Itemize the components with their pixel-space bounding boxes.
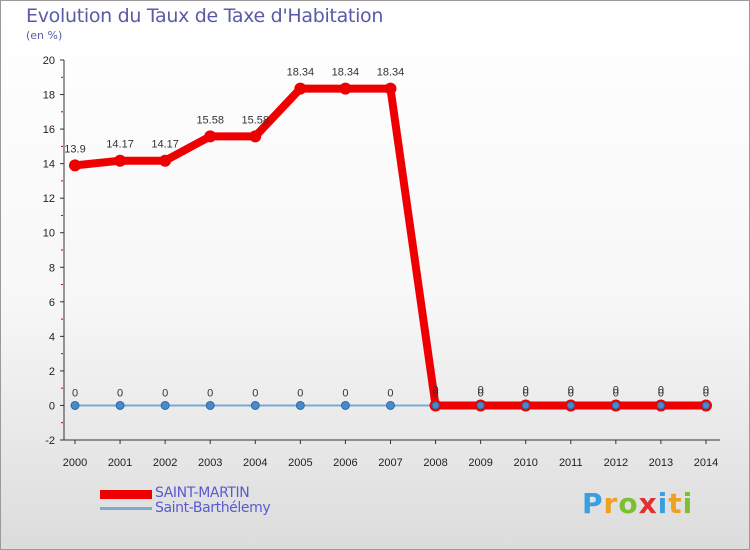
data-label-saint-martin: 0 (568, 384, 574, 396)
data-label-saint-barthelemy: 0 (703, 387, 709, 399)
point-saint-barthelemy (340, 400, 350, 410)
point-saint-barthelemy-overlap (476, 401, 485, 410)
point-saint-martin (384, 82, 397, 95)
point-saint-barthelemy-overlap (656, 401, 665, 410)
data-label-saint-barthelemy: 0 (117, 387, 123, 399)
x-tick-label: 2009 (468, 457, 492, 469)
x-tick-label: 2002 (153, 457, 177, 469)
y-tick-label: 6 (49, 297, 55, 309)
data-label-saint-barthelemy: 0 (523, 387, 529, 399)
proxiti-logo: Proxiti (582, 487, 693, 520)
data-label-saint-barthelemy: 0 (297, 387, 303, 399)
point-saint-barthelemy (115, 400, 125, 410)
y-tick-label: 12 (43, 193, 55, 205)
data-label-saint-martin: 14.17 (106, 139, 134, 151)
point-saint-martin (159, 154, 172, 167)
y-tick-label: 14 (43, 159, 55, 171)
legend-swatch-saint-martin (100, 490, 152, 499)
point-saint-barthelemy (250, 400, 260, 410)
x-tick-label: 2006 (333, 457, 357, 469)
data-label-saint-martin: 15.58 (242, 114, 270, 126)
point-saint-barthelemy (70, 400, 80, 410)
data-label-saint-martin: 0 (523, 384, 529, 396)
data-label-saint-martin: 0 (658, 384, 664, 396)
point-saint-martin (339, 82, 352, 95)
logo-letter: t (668, 487, 683, 520)
data-label-saint-barthelemy: 0 (162, 387, 168, 399)
x-tick-label: 2001 (108, 457, 132, 469)
point-saint-martin (204, 130, 217, 143)
point-saint-barthelemy (295, 400, 305, 410)
data-label-saint-martin: 18.34 (332, 67, 360, 79)
data-label-saint-martin: 0 (432, 384, 438, 396)
y-tick-label: 0 (49, 400, 55, 412)
y-tick-label: 4 (49, 331, 55, 343)
y-tick-label: 18 (43, 90, 55, 102)
data-label-saint-martin: 15.58 (196, 114, 224, 126)
point-saint-martin (114, 154, 127, 167)
point-saint-martin (249, 130, 262, 143)
data-label-saint-barthelemy: 0 (72, 387, 78, 399)
data-label-saint-martin: 13.9 (64, 143, 85, 155)
data-label-saint-barthelemy: 0 (568, 387, 574, 399)
data-label-saint-barthelemy: 0 (478, 387, 484, 399)
x-tick-label: 2000 (63, 457, 87, 469)
point-saint-martin (294, 82, 307, 95)
data-label-saint-barthelemy: 0 (207, 387, 213, 399)
data-label-saint-barthelemy: 0 (613, 387, 619, 399)
x-tick-label: 2003 (198, 457, 222, 469)
data-label-saint-barthelemy: 0 (387, 387, 393, 399)
legend-label-saint-martin: SAINT-MARTIN (155, 485, 250, 501)
point-saint-barthelemy-overlap (566, 401, 575, 410)
point-saint-barthelemy-overlap (431, 401, 440, 410)
data-label-saint-barthelemy: 0 (432, 387, 438, 399)
data-label-saint-martin: 18.34 (287, 67, 315, 79)
y-tick-label: 10 (43, 228, 55, 240)
logo-letter: r (603, 487, 619, 520)
legend-swatch-saint-barthelemy (100, 507, 152, 510)
chart-title: Evolution du Taux de Taxe d'Habitation (26, 5, 384, 27)
x-tick-label: 2012 (604, 457, 628, 469)
logo-letter: x (638, 487, 658, 520)
point-saint-martin (69, 159, 81, 172)
data-label-saint-martin: 0 (613, 384, 619, 396)
data-label-saint-barthelemy: 0 (342, 387, 348, 399)
x-tick-label: 2008 (423, 457, 447, 469)
y-tick-label: 8 (49, 262, 55, 274)
data-label-saint-martin: 18.34 (377, 67, 405, 79)
y-tick-label: 20 (43, 55, 55, 67)
point-saint-barthelemy-overlap (701, 401, 710, 410)
chart-subtitle: (en %) (26, 29, 63, 42)
legend-label-saint-barthelemy: Saint-Barthélemy (155, 500, 271, 516)
x-tick-label: 2010 (513, 457, 537, 469)
point-saint-barthelemy (160, 400, 170, 410)
data-label-saint-martin: 0 (703, 384, 709, 396)
x-tick-label: 2007 (378, 457, 402, 469)
data-label-saint-barthelemy: 0 (658, 387, 664, 399)
y-tick-label: 16 (43, 124, 55, 136)
point-saint-barthelemy-overlap (521, 401, 530, 410)
data-label-saint-martin: 14.17 (151, 139, 179, 151)
x-tick-label: 2011 (559, 457, 583, 469)
point-saint-barthelemy (385, 400, 395, 410)
data-label-saint-martin: 0 (478, 384, 484, 396)
y-tick-label: 2 (49, 366, 55, 378)
series-line-saint-martin (74, 84, 706, 410)
data-label-saint-barthelemy: 0 (252, 387, 258, 399)
x-tick-label: 2014 (694, 457, 718, 469)
point-saint-barthelemy (205, 400, 215, 410)
x-tick-label: 2004 (243, 457, 267, 469)
logo-letter: o (618, 487, 639, 520)
y-tick-label: -2 (45, 435, 55, 447)
x-tick-label: 2005 (288, 457, 312, 469)
logo-letter: P (582, 487, 604, 520)
x-tick-label: 2013 (649, 457, 673, 469)
point-saint-barthelemy-overlap (611, 401, 620, 410)
logo-letter: i (682, 487, 694, 520)
logo-letter: i (657, 487, 669, 520)
